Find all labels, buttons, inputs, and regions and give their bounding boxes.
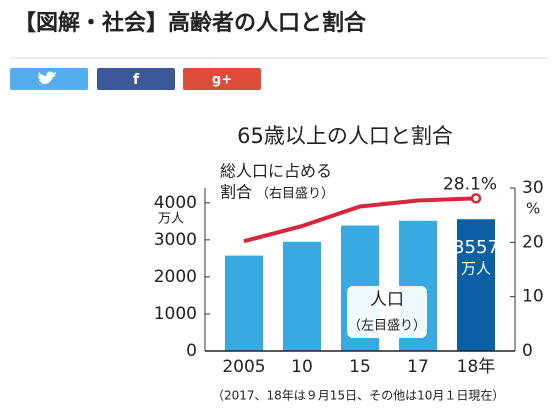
line-value-label: 28.1% bbox=[443, 174, 497, 194]
page-title: 【図解・社会】高齢者の人口と割合 bbox=[14, 10, 367, 36]
y2-tick-label: 10 bbox=[522, 287, 544, 307]
y-tick-label: 0 bbox=[186, 341, 197, 361]
x-tick-label: 15 bbox=[349, 357, 371, 377]
y-tick-label: 4000 bbox=[154, 193, 197, 213]
y-tick-label: 1000 bbox=[154, 304, 197, 324]
legend-note: （左目盛り） bbox=[348, 319, 426, 334]
bar bbox=[283, 241, 321, 351]
google-button[interactable] bbox=[183, 68, 261, 90]
line-marker bbox=[470, 193, 482, 204]
twitter-icon bbox=[38, 71, 56, 85]
x-tick-label: 2005 bbox=[222, 357, 265, 377]
x-tick-label: 10 bbox=[291, 357, 313, 377]
bar bbox=[225, 255, 263, 351]
chart-title: 65歳以上の人口と割合 bbox=[237, 124, 453, 148]
y2-tick-label: 20 bbox=[522, 232, 544, 252]
line-label: 総人口に占める bbox=[220, 162, 332, 181]
y2-tick-label: 30 bbox=[522, 178, 544, 198]
facebook-button[interactable] bbox=[97, 68, 175, 90]
y-tick-label: 2000 bbox=[154, 267, 197, 287]
facebook-icon: f bbox=[133, 72, 140, 88]
legend-box bbox=[347, 286, 427, 338]
value-label: 3557 bbox=[453, 237, 499, 258]
line-label: 割合 bbox=[220, 183, 252, 202]
y2-tick-label: 0 bbox=[522, 341, 533, 361]
x-tick-label: 18年 bbox=[457, 357, 496, 377]
y-tick-label: 3000 bbox=[154, 230, 197, 250]
value-unit: 万人 bbox=[461, 260, 491, 278]
line bbox=[243, 196, 477, 244]
bar bbox=[457, 219, 495, 351]
y2-unit: % bbox=[526, 200, 540, 218]
legend-label: 人口 bbox=[370, 290, 404, 310]
x-tick-label: 17 bbox=[407, 357, 429, 377]
footnote: （2017、18年は９月15日、その他は10月１日現在） bbox=[212, 389, 504, 403]
line-axis-note: （右目盛り） bbox=[256, 187, 334, 202]
y-unit: 万人 bbox=[158, 212, 184, 227]
chart: 65歳以上の人口と割合 万人 % （2017、18年は９月15日、その他は10月… bbox=[158, 124, 540, 403]
google-icon: g+ bbox=[212, 73, 232, 88]
